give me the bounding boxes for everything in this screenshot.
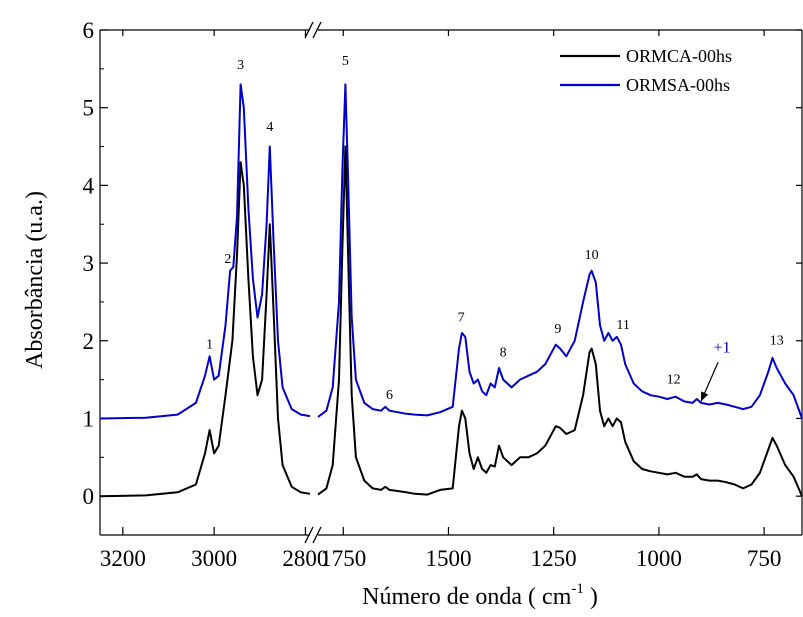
- axis-break-mark: [312, 21, 322, 39]
- axis-break-mark: [304, 21, 314, 39]
- y-tick-label: 1: [83, 406, 95, 431]
- y-tick-label: 3: [83, 251, 95, 276]
- x-tick-label: 1750: [320, 546, 366, 571]
- peak-label: 13: [770, 334, 784, 349]
- x-tick-label: 3200: [100, 546, 146, 571]
- x-tick-label: 1000: [636, 546, 682, 571]
- y-tick-label: 0: [83, 484, 95, 509]
- y-tick-label: 2: [83, 329, 95, 354]
- series-line-1: [317, 145, 803, 497]
- x-axis-title-main: Número de onda ( cm: [362, 584, 572, 610]
- peak-label: 3: [237, 58, 244, 73]
- peak-label: 1: [206, 338, 213, 353]
- series-line-1: [99, 161, 311, 498]
- offset-label: +1: [714, 339, 731, 356]
- x-tick-label: 1500: [425, 546, 471, 571]
- peak-label: 9: [554, 322, 561, 337]
- x-tick-label: 3000: [191, 546, 237, 571]
- x-axis-title: Número de onda ( cm-1 ): [362, 581, 598, 610]
- peak-label: 4: [266, 120, 273, 135]
- series-line-2: [317, 83, 803, 419]
- peak-label: 12: [667, 373, 681, 388]
- peak-label: 10: [585, 248, 599, 263]
- axis-break-mark: [304, 526, 314, 544]
- x-tick-label: 2800: [282, 546, 328, 571]
- y-axis-title: Absorbância (u.a.): [22, 191, 48, 369]
- series-line-2: [99, 83, 311, 420]
- x-axis-title-superscript: -1: [571, 581, 584, 597]
- peak-label: 5: [342, 54, 349, 69]
- y-tick-label: 4: [83, 173, 95, 198]
- x-tick-label: 1250: [531, 546, 577, 571]
- peak-label: 11: [616, 318, 629, 333]
- legend-label: ORMCA-00hs: [626, 46, 732, 66]
- peak-label: 8: [500, 345, 507, 360]
- offset-arrow-head: [700, 391, 709, 402]
- peak-label: 2: [224, 252, 231, 267]
- y-tick-label: 6: [83, 18, 95, 43]
- peak-label: 7: [458, 310, 465, 325]
- axis-break-mark: [312, 526, 322, 544]
- legend-label: ORMSA-00hs: [626, 75, 730, 95]
- peak-label: 6: [386, 388, 393, 403]
- plot-frame: [99, 21, 803, 544]
- y-tick-label: 5: [83, 96, 95, 121]
- x-tick-label: 750: [747, 546, 782, 571]
- legend: ORMCA-00hs ORMSA-00hs: [560, 46, 732, 95]
- series-layer: [99, 83, 803, 498]
- offset-annotation: +1: [700, 339, 731, 402]
- x-axis-title-tail: ): [584, 584, 598, 610]
